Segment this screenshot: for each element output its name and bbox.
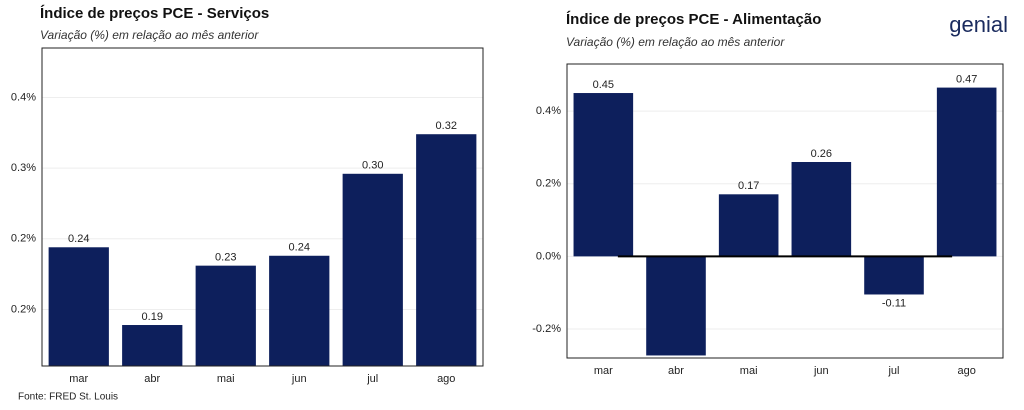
x-tick-label: mai bbox=[740, 365, 758, 377]
x-tick-label: jul bbox=[887, 365, 899, 377]
plot-frame bbox=[566, 63, 1004, 359]
y-tick-label: 0.0% bbox=[536, 250, 561, 262]
bar bbox=[864, 256, 924, 295]
y-tick-label: -0.2% bbox=[532, 323, 561, 335]
x-tick-label: ago bbox=[437, 373, 455, 385]
plot-frame bbox=[41, 47, 484, 367]
chart-subtitle: Variação (%) em relação ao mês anterior bbox=[40, 28, 259, 42]
value-label: 0.30 bbox=[362, 160, 383, 172]
x-tick-label: mar bbox=[594, 365, 613, 377]
x-tick-label: abr bbox=[144, 373, 160, 385]
x-tick-label: ago bbox=[957, 365, 975, 377]
chart-title: Índice de preços PCE - Serviços bbox=[40, 5, 269, 22]
bar bbox=[936, 87, 997, 257]
value-label: 0.17 bbox=[738, 180, 759, 192]
bar bbox=[195, 265, 256, 366]
y-tick-label: 0.2% bbox=[11, 233, 36, 245]
value-label: 0.47 bbox=[956, 73, 977, 85]
x-tick-label: jul bbox=[366, 373, 378, 385]
brand-logo: genial bbox=[949, 12, 1008, 37]
y-tick-label: 0.2% bbox=[11, 303, 36, 315]
bar bbox=[342, 173, 403, 366]
bar bbox=[791, 162, 852, 257]
value-label: 0.23 bbox=[215, 252, 236, 264]
bar bbox=[269, 255, 330, 366]
x-tick-label: abr bbox=[668, 365, 684, 377]
value-label: 0.32 bbox=[436, 120, 457, 132]
x-tick-label: jun bbox=[291, 373, 307, 385]
bar bbox=[48, 247, 109, 366]
value-label: -0.11 bbox=[882, 297, 906, 309]
y-tick-label: 0.4% bbox=[536, 105, 561, 117]
bar bbox=[122, 325, 183, 366]
value-label: 0.24 bbox=[68, 233, 89, 245]
value-label: 0.45 bbox=[593, 79, 614, 91]
chart-subtitle: Variação (%) em relação ao mês anterior bbox=[566, 35, 785, 49]
y-tick-label: 0.3% bbox=[11, 162, 36, 174]
bar bbox=[718, 194, 779, 257]
source-note: Fonte: FRED St. Louis bbox=[18, 392, 118, 403]
value-label: 0.19 bbox=[142, 311, 163, 323]
x-tick-label: mai bbox=[217, 373, 235, 385]
chart-title: Índice de preços PCE - Alimentação bbox=[566, 11, 821, 28]
bar bbox=[646, 256, 706, 356]
value-label: 0.26 bbox=[811, 148, 832, 160]
bar bbox=[573, 93, 634, 257]
x-tick-label: mar bbox=[69, 373, 88, 385]
bar bbox=[416, 134, 477, 366]
x-tick-label: jun bbox=[813, 365, 829, 377]
y-tick-label: 0.2% bbox=[536, 178, 561, 190]
value-label: 0.24 bbox=[289, 242, 310, 254]
y-tick-label: 0.4% bbox=[11, 91, 36, 103]
